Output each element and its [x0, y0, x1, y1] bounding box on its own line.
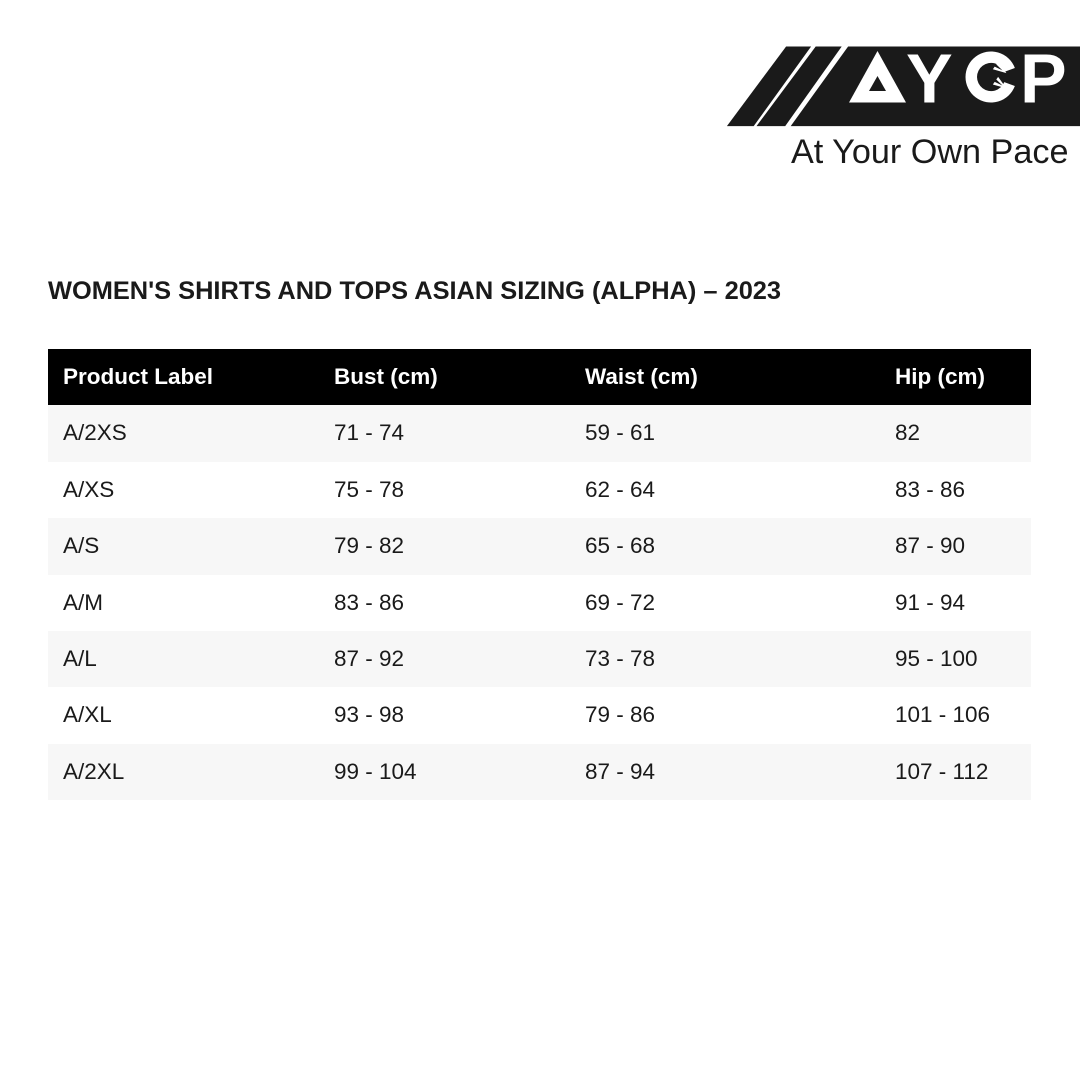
svg-text:Y: Y [906, 40, 953, 118]
svg-text:P: P [1020, 40, 1067, 118]
